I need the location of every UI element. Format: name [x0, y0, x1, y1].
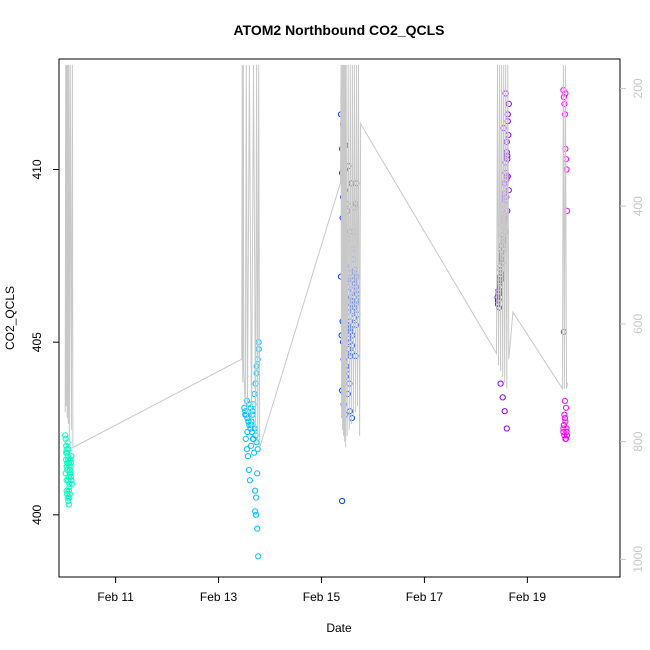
data-point [255, 346, 262, 353]
data-point [62, 432, 69, 439]
data-point [66, 484, 73, 491]
data-point [65, 501, 72, 508]
series-layer [62, 87, 571, 560]
data-point [560, 428, 567, 436]
data-point [253, 511, 260, 518]
data-point [247, 425, 254, 432]
data-point [62, 435, 69, 442]
data-point [242, 435, 249, 442]
y2-tick-label: 800 [631, 431, 645, 451]
y-tick-label: 410 [30, 159, 44, 179]
data-point [561, 100, 568, 108]
data-point [250, 435, 257, 442]
data-point [561, 415, 569, 422]
data-point [65, 497, 72, 505]
data-point [62, 470, 69, 477]
data-point [501, 408, 508, 415]
data-point [247, 442, 255, 449]
data-point [251, 449, 258, 456]
data-point [66, 494, 73, 501]
x-tick-label: Feb 19 [509, 590, 547, 604]
pressure-layer [64, 64, 568, 449]
chart-title: ATOM2 Northbound CO2_QCLS [233, 22, 444, 38]
data-point [563, 207, 571, 214]
data-point [65, 477, 72, 484]
data-point [255, 339, 262, 346]
data-point [66, 470, 73, 477]
data-point [254, 446, 261, 453]
data-point [244, 453, 251, 460]
data-point [560, 425, 567, 432]
data-point [63, 463, 70, 470]
data-point [254, 525, 261, 532]
data-point [255, 553, 262, 560]
y-axis: 400 405 410 [30, 159, 59, 525]
data-point [562, 435, 570, 442]
pressure-line [64, 64, 568, 449]
data-point [563, 428, 570, 436]
data-point [246, 477, 253, 484]
data-point [253, 494, 260, 501]
y-axis-label: CO2_QCLS [3, 286, 17, 350]
data-point [562, 418, 569, 425]
y2-tick-label: 600 [631, 314, 645, 334]
data-point [253, 439, 260, 446]
y-tick-label: 400 [30, 505, 44, 525]
data-point [347, 352, 354, 360]
data-point [63, 449, 70, 456]
data-point [497, 380, 504, 387]
data-point [251, 390, 258, 398]
y2-axis: 200 400 600 800 1000 [620, 78, 645, 573]
data-point [560, 422, 568, 429]
y2-tick-label: 200 [631, 78, 645, 98]
data-point [64, 439, 71, 446]
data-point [65, 487, 72, 494]
x-tick-label: Feb 11 [97, 590, 134, 604]
plot-frame [58, 58, 621, 578]
data-point [339, 497, 346, 505]
data-point [63, 456, 70, 463]
data-point [252, 487, 259, 494]
data-point [67, 456, 74, 463]
data-point [66, 491, 73, 498]
data-point [68, 453, 75, 460]
x-tick-label: Feb 13 [200, 590, 238, 604]
y2-tick-label: 1000 [631, 546, 645, 573]
data-point [561, 411, 568, 418]
data-point [66, 466, 73, 473]
data-point [254, 470, 261, 477]
data-point [505, 100, 512, 108]
data-point [252, 508, 259, 515]
data-point [563, 432, 571, 439]
data-point [67, 463, 74, 470]
data-point [245, 466, 252, 473]
data-point [67, 459, 74, 467]
data-point [241, 404, 248, 411]
x-axis: Feb 11 Feb 13 Feb 15 Feb 17 Feb 19 [97, 577, 546, 604]
data-point [244, 428, 251, 436]
x-tick-label: Feb 15 [303, 590, 341, 604]
x-tick-label: Feb 17 [406, 590, 444, 604]
data-point [66, 480, 73, 487]
data-point [562, 404, 570, 411]
data-point [243, 446, 250, 453]
data-point [561, 397, 569, 404]
x-axis-label: Date [326, 621, 352, 635]
data-point [64, 459, 71, 467]
y-tick-label: 405 [30, 332, 44, 352]
data-point [503, 425, 510, 432]
y2-tick-label: 400 [631, 196, 645, 216]
series-1 [62, 432, 76, 508]
data-point [499, 394, 506, 401]
